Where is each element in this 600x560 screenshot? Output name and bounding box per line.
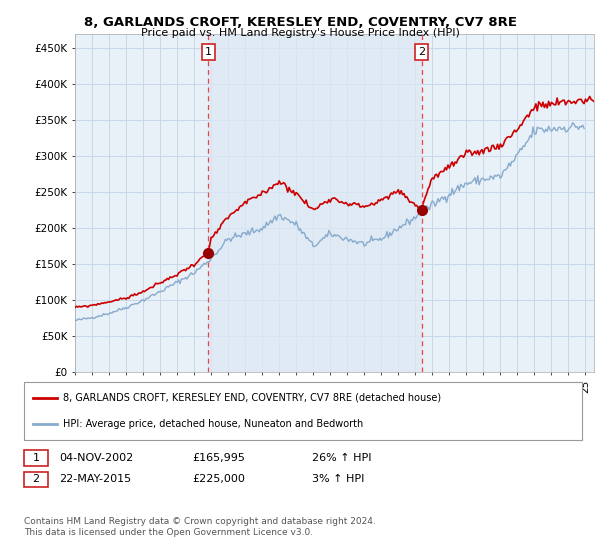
Text: 26% ↑ HPI: 26% ↑ HPI <box>312 453 371 463</box>
Text: 1: 1 <box>32 453 40 463</box>
Text: 8, GARLANDS CROFT, KERESLEY END, COVENTRY, CV7 8RE (detached house): 8, GARLANDS CROFT, KERESLEY END, COVENTR… <box>63 393 441 403</box>
Bar <box>208 34 422 372</box>
Text: 2: 2 <box>418 47 425 57</box>
Text: £225,000: £225,000 <box>192 474 245 484</box>
Text: 04-NOV-2002: 04-NOV-2002 <box>59 453 133 463</box>
Text: 22-MAY-2015: 22-MAY-2015 <box>59 474 131 484</box>
Text: 8, GARLANDS CROFT, KERESLEY END, COVENTRY, CV7 8RE: 8, GARLANDS CROFT, KERESLEY END, COVENTR… <box>83 16 517 29</box>
Text: £165,995: £165,995 <box>192 453 245 463</box>
Text: 3% ↑ HPI: 3% ↑ HPI <box>312 474 364 484</box>
Text: Contains HM Land Registry data © Crown copyright and database right 2024.
This d: Contains HM Land Registry data © Crown c… <box>24 517 376 537</box>
Text: HPI: Average price, detached house, Nuneaton and Bedworth: HPI: Average price, detached house, Nune… <box>63 419 363 429</box>
Text: 1: 1 <box>205 47 212 57</box>
Text: Price paid vs. HM Land Registry's House Price Index (HPI): Price paid vs. HM Land Registry's House … <box>140 28 460 38</box>
Text: 2: 2 <box>32 474 40 484</box>
